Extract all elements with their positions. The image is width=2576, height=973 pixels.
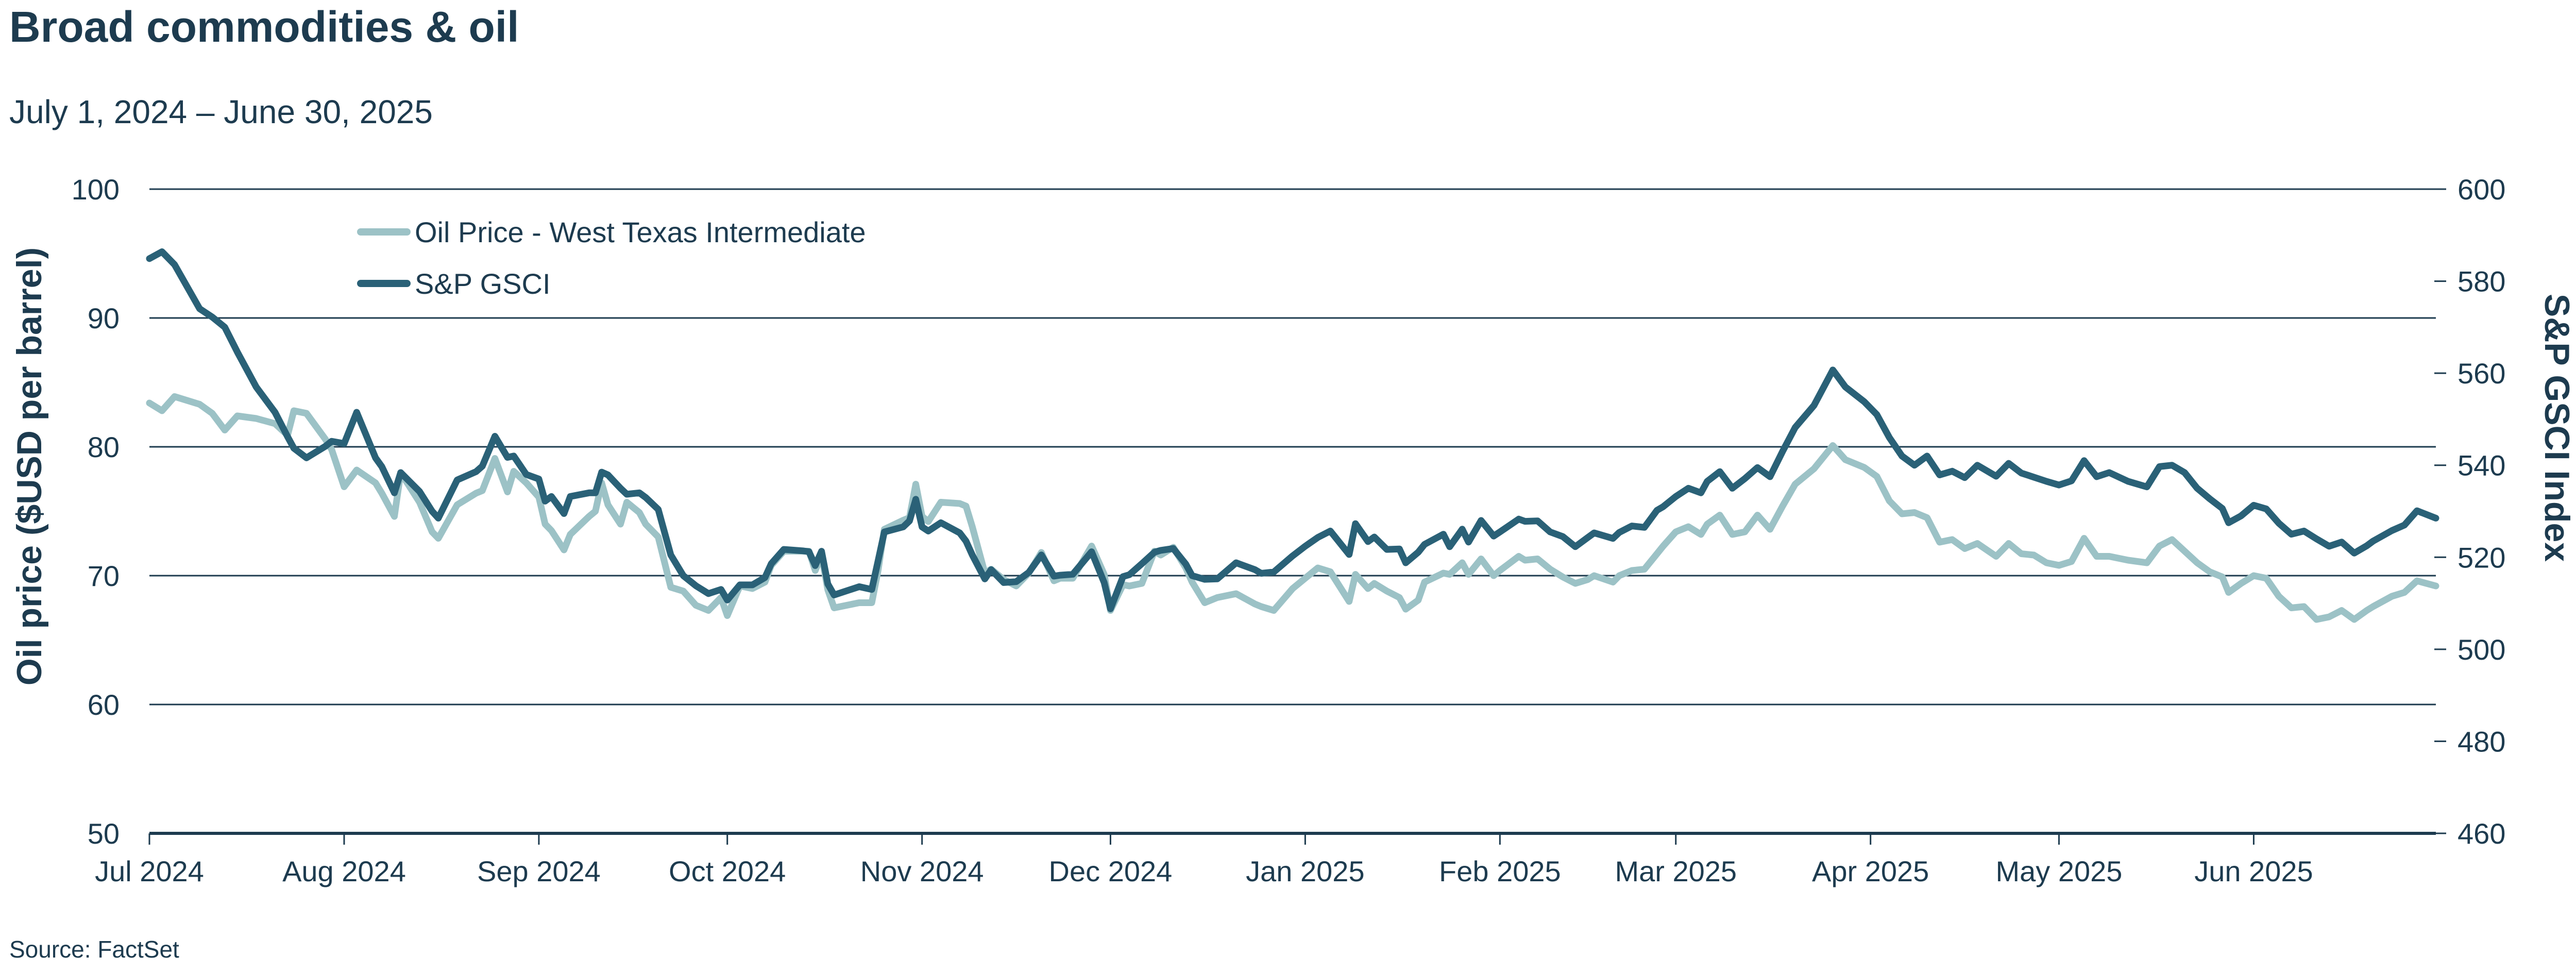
legend-label: Oil Price - West Texas Intermediate xyxy=(415,216,866,248)
x-tick-label: Jan 2025 xyxy=(1246,855,1364,887)
right-tick-label: 520 xyxy=(2458,541,2505,574)
right-axis-ticks: 460 480 500 520 540 560 580 600 xyxy=(2434,173,2505,850)
left-axis-title: Oil price ($USD per barrel) xyxy=(10,247,49,685)
x-tick-label: Mar 2025 xyxy=(1615,855,1737,887)
x-tick-label: Aug 2024 xyxy=(282,855,406,887)
left-tick-label: 100 xyxy=(72,173,120,206)
left-tick-label: 50 xyxy=(88,817,120,850)
x-tick-label: Dec 2024 xyxy=(1049,855,1173,887)
right-tick-label: 560 xyxy=(2458,357,2505,390)
left-tick-label: 80 xyxy=(88,431,120,463)
grid-lines xyxy=(149,188,2436,835)
x-tick-label: May 2025 xyxy=(1995,855,2122,887)
series-lines xyxy=(146,248,2439,623)
source-note: Source: FactSet xyxy=(9,936,179,963)
x-tick-label: Sep 2024 xyxy=(477,855,601,887)
chart-title: Broad commodities & oil xyxy=(9,3,519,51)
right-tick-label: 480 xyxy=(2458,725,2505,758)
x-tick-label: Jul 2024 xyxy=(95,855,204,887)
x-tick-label: Nov 2024 xyxy=(860,855,984,887)
series-line-oil-wti xyxy=(146,393,2439,623)
left-tick-label: 70 xyxy=(88,560,120,592)
right-tick-label: 500 xyxy=(2458,633,2505,666)
legend: Oil Price - West Texas Intermediate S&P G… xyxy=(357,216,866,300)
right-tick-label: 460 xyxy=(2458,817,2505,850)
x-axis-ticks: Jul 2024 Aug 2024 Sep 2024 Oct 2024 Nov 2024… xyxy=(95,833,2313,887)
right-tick-label: 540 xyxy=(2458,449,2505,482)
x-tick-label: Apr 2025 xyxy=(1812,855,1929,887)
legend-label: S&P GSCI xyxy=(415,267,551,300)
x-tick-label: Oct 2024 xyxy=(669,855,786,887)
right-tick-label: 600 xyxy=(2458,173,2505,206)
chart-subtitle: July 1, 2024 – June 30, 2025 xyxy=(9,93,433,130)
left-axis-ticks: 50 60 70 80 90 100 xyxy=(72,173,120,850)
left-tick-label: 90 xyxy=(88,302,120,334)
right-axis-title: S&P GSCI Index xyxy=(2537,294,2576,562)
series-line-sp-gsci xyxy=(146,248,2439,612)
x-tick-label: Jun 2025 xyxy=(2194,855,2313,887)
x-tick-label: Feb 2025 xyxy=(1439,855,1561,887)
right-tick-label: 580 xyxy=(2458,265,2505,298)
left-tick-label: 60 xyxy=(88,689,120,721)
